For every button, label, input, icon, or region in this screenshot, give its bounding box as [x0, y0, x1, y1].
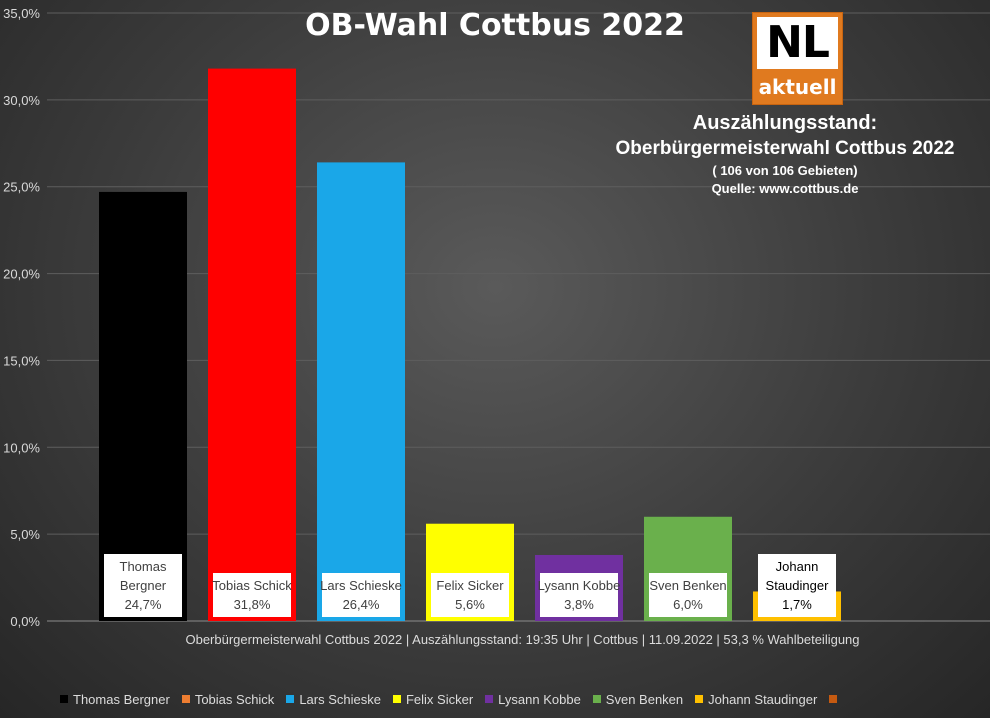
legend-label: Lysann Kobbe [498, 691, 581, 707]
data-label-box [758, 554, 836, 617]
legend-swatch [181, 695, 190, 703]
legend-label: Johann Staudinger [708, 691, 818, 707]
y-tick-label: 15,0% [3, 353, 40, 368]
chart-title: OB-Wahl Cottbus 2022 [305, 8, 685, 43]
chart-footer-caption: Oberbürgermeisterwahl Cottbus 2022 | Aus… [185, 632, 860, 647]
y-tick-label: 25,0% [3, 180, 40, 195]
data-label-text: Felix Sicker [436, 578, 504, 593]
data-label-felix-sicker: Felix Sicker 5,6% [431, 573, 509, 617]
count-status-info: Auszählungsstand: Oberbürgermeisterwahl … [590, 110, 980, 198]
data-label-box [213, 573, 291, 617]
data-label-text: 31,8% [234, 597, 271, 612]
data-label-tobias-schick: Tobias Schick 31,8% [212, 573, 292, 617]
data-label-text: Thomas [120, 559, 167, 574]
data-label-text: 26,4% [343, 597, 380, 612]
data-label-text: 1,7% [782, 597, 812, 612]
data-label-text: Johann [776, 559, 819, 574]
legend-swatch [392, 695, 401, 703]
legend-swatch [592, 695, 601, 703]
data-label-box [540, 573, 618, 617]
legend-swatch [695, 695, 704, 703]
bar-tobias-schick [208, 68, 296, 622]
legend-swatch [60, 695, 68, 703]
data-label-text: Lars Schieske [320, 578, 402, 593]
data-label-text: 24,7% [125, 597, 162, 612]
data-label-text: 6,0% [673, 597, 703, 612]
data-label-lars-schieske: Lars Schieske 26,4% [320, 573, 402, 617]
bar-labels: Thomas Bergner 24,7% Tobias Schick 31,8% Lars… [104, 554, 836, 617]
legend-label: Tobias Schick [194, 691, 275, 707]
y-tick-label: 5,0% [10, 527, 40, 542]
legend-item: Thomas Bergner [60, 692, 170, 707]
y-tick-label: 0,0% [10, 614, 40, 629]
data-label-text: Lysann Kobbe [538, 578, 621, 593]
legend-label: Lars Schieske [299, 691, 381, 707]
data-label-text: Bergner [120, 578, 167, 593]
data-label-text: Sven Benken [649, 578, 726, 593]
y-axis: 0,0% 5,0% 10,0% 15,0% 20,0% 25,0% 30,0% 35,0% [3, 6, 40, 629]
y-tick-label: 10,0% [3, 440, 40, 455]
logo-nl-text: NL [757, 17, 838, 69]
data-label-text: Staudinger [766, 578, 830, 593]
y-tick-label: 20,0% [3, 267, 40, 282]
y-tick-label: 30,0% [3, 93, 40, 108]
legend-item [829, 695, 842, 703]
logo-aktuell-text: aktuell [758, 75, 837, 99]
chart-legend: Thomas Bergner Tobias Schick Lars Schieske… [60, 689, 854, 709]
legend-label: Thomas Bergner [73, 691, 170, 707]
data-label-box [649, 573, 727, 617]
legend-swatch [286, 695, 295, 703]
data-label-lysann-kobbe: Lysann Kobbe 3,8% [538, 573, 621, 617]
bar-thomas-bergner [99, 191, 187, 621]
data-label-johann-staudinger: Johann Staudinger 1,7% [758, 554, 836, 617]
legend-item: Lysann Kobbe [485, 692, 581, 707]
data-label-box [322, 573, 400, 617]
legend-item: Lars Schieske [286, 692, 381, 707]
legend-item: Johann Staudinger [695, 692, 817, 707]
legend-swatch [485, 695, 494, 703]
legend-swatch [829, 695, 838, 703]
data-label-text: 3,8% [564, 597, 594, 612]
data-label-box [431, 573, 509, 617]
legend-item: Tobias Schick [181, 691, 275, 707]
info-districts: ( 106 von 106 Gebieten) [712, 163, 858, 178]
data-label-text: 5,6% [455, 597, 485, 612]
info-source: Quelle: www.cottbus.de [711, 181, 859, 196]
legend-item: Sven Benken [592, 691, 684, 707]
legend-label: Sven Benken [605, 691, 684, 707]
data-label-sven-benken: Sven Benken 6,0% [649, 573, 727, 617]
data-label-box [104, 554, 182, 617]
legend-label: Felix Sicker [405, 691, 474, 707]
data-label-text: Tobias Schick [212, 578, 292, 593]
info-heading: Auszählungsstand: [692, 112, 878, 134]
nl-aktuell-logo: NL aktuell [752, 12, 843, 105]
bar-lars-schieske [317, 162, 405, 621]
gridlines [47, 12, 990, 622]
y-tick-label: 35,0% [3, 6, 40, 21]
data-label-thomas-bergner: Thomas Bergner 24,7% [104, 554, 182, 617]
legend-item: Felix Sicker [392, 691, 474, 707]
info-election-name: Oberbürgermeisterwahl Cottbus 2022 [615, 138, 955, 159]
